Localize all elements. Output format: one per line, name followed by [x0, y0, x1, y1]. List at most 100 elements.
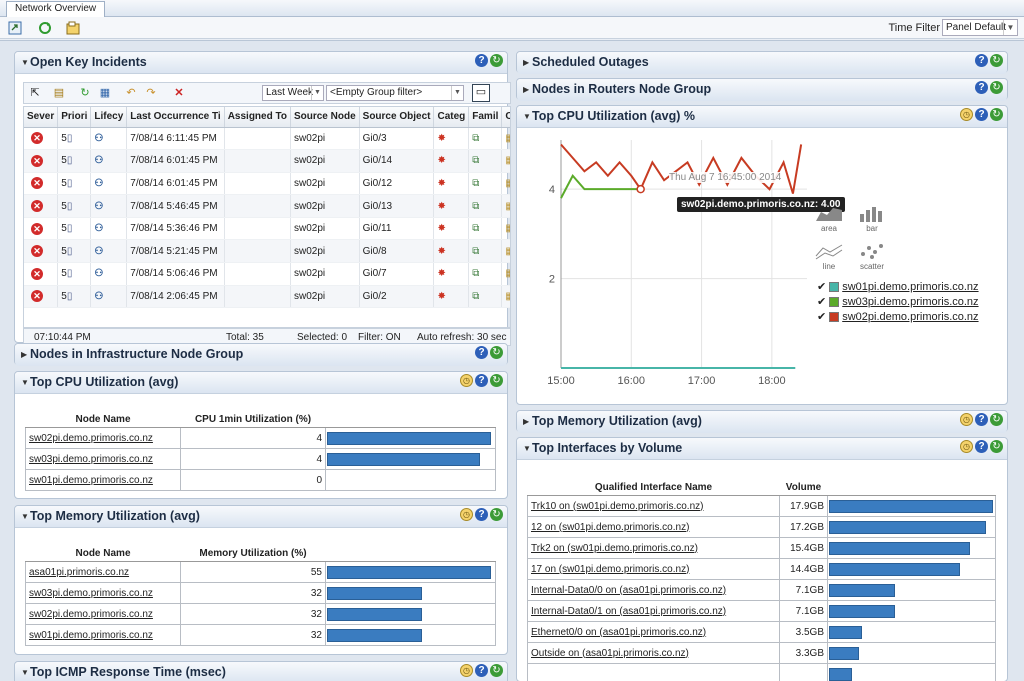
node-link[interactable]: sw02pi.demo.primoris.co.nz: [29, 432, 153, 444]
open-folder-icon[interactable]: ▤: [53, 87, 65, 99]
node-link[interactable]: 12 on (sw01pi.demo.primoris.co.nz): [531, 521, 690, 533]
help-icon[interactable]: ?: [975, 440, 988, 453]
chart-type-bar-button[interactable]: bar: [857, 204, 887, 233]
node-link[interactable]: 17 on (sw01pi.demo.primoris.co.nz): [531, 563, 690, 575]
node-link[interactable]: Trk2 on (sw01pi.demo.primoris.co.nz): [531, 542, 698, 554]
refresh-icon[interactable]: ↻: [80, 87, 90, 99]
help-icon[interactable]: ?: [975, 81, 988, 94]
refresh-icon[interactable]: ↻: [490, 54, 503, 67]
column-header[interactable]: Source Object: [359, 107, 435, 128]
export-icon[interactable]: ⇱: [30, 87, 40, 99]
collapse-toggle-icon[interactable]: ▼: [21, 668, 29, 677]
node-link[interactable]: Internal-Data0/0 on (asa01pi.primoris.co…: [531, 584, 727, 596]
node-link[interactable]: sw01pi.demo.primoris.co.nz: [29, 474, 153, 486]
incidents-table: Sever Priori Lifecy Last Occurrence Ti Assig…: [24, 107, 510, 309]
expand-toggle-icon[interactable]: ▶: [523, 417, 530, 426]
column-header[interactable]: Lifecy: [90, 107, 128, 128]
help-icon[interactable]: ?: [975, 413, 988, 426]
node-link[interactable]: sw02pi.demo.primoris.co.nz: [29, 608, 153, 620]
refresh-icon[interactable]: ↻: [990, 54, 1003, 67]
column-header[interactable]: Last Occurrence Ti: [126, 107, 225, 128]
acknowledge-icon[interactable]: ↷: [146, 87, 156, 99]
help-icon[interactable]: ?: [475, 374, 488, 387]
export-icon[interactable]: [6, 19, 24, 37]
help-icon[interactable]: ?: [975, 108, 988, 121]
help-icon[interactable]: ?: [475, 54, 488, 67]
last-occurrence-cell: 7/08/14 6:01:45 PM: [126, 149, 225, 173]
refresh-icon[interactable]: ↻: [490, 664, 503, 677]
clock-icon[interactable]: ◷: [960, 108, 973, 121]
time-range-select[interactable]: Last Week ▼: [262, 85, 324, 101]
refresh-icon[interactable]: ↻: [490, 374, 503, 387]
clock-icon[interactable]: ◷: [460, 508, 473, 521]
help-icon[interactable]: ?: [475, 508, 488, 521]
node-link[interactable]: sw03pi.demo.primoris.co.nz: [29, 453, 153, 465]
refresh-icon[interactable]: ↻: [490, 346, 503, 359]
time-filter-select[interactable]: Panel Default ▼: [942, 19, 1018, 36]
collapse-toggle-icon[interactable]: ▼: [21, 512, 29, 521]
node-link[interactable]: Trk10 on (sw01pi.demo.primoris.co.nz): [531, 500, 704, 512]
refresh-icon[interactable]: ↻: [490, 508, 503, 521]
legend-item[interactable]: ✔ sw02pi.demo.primoris.co.nz: [817, 310, 979, 324]
undo-icon[interactable]: ↶: [126, 87, 136, 99]
series-line-sw02pi[interactable]: [560, 143, 803, 194]
refresh-icon[interactable]: ↻: [990, 413, 1003, 426]
refresh-icon[interactable]: ↻: [990, 108, 1003, 121]
collapse-toggle-icon[interactable]: ▼: [523, 444, 531, 453]
node-link[interactable]: Internal-Data0/1 on (asa01pi.primoris.co…: [531, 605, 727, 617]
column-header[interactable]: Assigned To: [224, 107, 291, 128]
refresh-icon[interactable]: ↻: [990, 440, 1003, 453]
columns-icon[interactable]: ▭: [472, 84, 490, 102]
expand-toggle-icon[interactable]: ▶: [21, 350, 28, 359]
column-header[interactable]: Famil: [468, 107, 503, 128]
chart-type-area-button[interactable]: area: [814, 204, 844, 233]
group-filter-select[interactable]: <Empty Group filter> ▼: [326, 85, 464, 101]
node-link[interactable]: sw03pi.demo.primoris.co.nz: [29, 587, 153, 599]
chart-type-line-button[interactable]: line: [814, 242, 844, 271]
collapse-toggle-icon[interactable]: ▼: [523, 112, 531, 121]
refresh-icon[interactable]: ↻: [990, 81, 1003, 94]
chart-type-scatter-button[interactable]: scatter: [857, 242, 887, 271]
node-link[interactable]: Outside on (asa01pi.primoris.co.nz): [531, 647, 689, 659]
column-header[interactable]: Categ: [433, 107, 470, 128]
lifecycle-icon: ⚇: [94, 177, 104, 189]
check-icon: ✔: [817, 296, 827, 308]
column-header[interactable]: Priori: [57, 107, 92, 128]
column-header[interactable]: Sever: [24, 107, 59, 128]
clock-icon[interactable]: ◷: [460, 664, 473, 677]
series-line-sw03pi[interactable]: [560, 174, 641, 199]
table-row: Internal-Data0/1 on (asa01pi.primoris.co…: [527, 600, 996, 622]
expand-toggle-icon[interactable]: ▶: [523, 85, 530, 94]
dashboard-config-icon[interactable]: [64, 19, 82, 37]
node-link[interactable]: sw01pi.demo.primoris.co.nz: [29, 629, 153, 641]
legend-item[interactable]: ✔ sw03pi.demo.primoris.co.nz: [817, 295, 979, 309]
clock-icon[interactable]: ◷: [960, 440, 973, 453]
help-icon[interactable]: ?: [975, 54, 988, 67]
tab-network-overview[interactable]: Network Overview: [6, 1, 106, 17]
refresh-icon[interactable]: [36, 19, 54, 37]
legend-swatch: [829, 281, 840, 292]
view-icon[interactable]: ▦: [99, 87, 111, 99]
help-icon[interactable]: ?: [475, 346, 488, 359]
clock-icon[interactable]: ◷: [960, 413, 973, 426]
node-link[interactable]: asa01pi.primoris.co.nz: [29, 566, 130, 578]
column-header[interactable]: Source Node: [290, 107, 360, 128]
expand-toggle-icon[interactable]: ▶: [523, 58, 530, 67]
node-link[interactable]: Ethernet0/0 on (asa01pi.primoris.co.nz): [531, 626, 707, 638]
help-icon[interactable]: ?: [475, 664, 488, 677]
collapse-toggle-icon[interactable]: ▼: [21, 58, 29, 67]
legend-item[interactable]: ✔ sw01pi.demo.primoris.co.nz: [817, 280, 979, 294]
column-header[interactable]: Or: [501, 107, 510, 128]
clock-icon[interactable]: ◷: [460, 374, 473, 387]
highlight-point[interactable]: [636, 184, 645, 194]
collapse-toggle-icon[interactable]: ▼: [21, 378, 29, 387]
delete-icon[interactable]: ✕: [174, 87, 184, 99]
